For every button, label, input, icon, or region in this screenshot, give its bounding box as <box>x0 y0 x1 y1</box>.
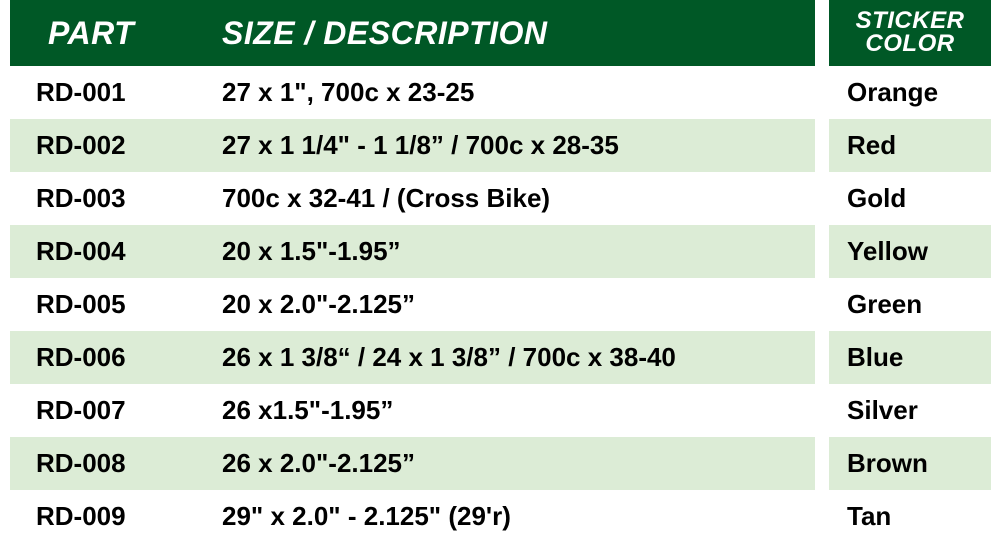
cell-sticker: Red <box>829 119 991 172</box>
row-gap-right <box>815 490 829 543</box>
cell-part: RD-003 <box>10 172 210 225</box>
header-sticker: STICKER COLOR <box>829 0 991 66</box>
row-gap-right <box>815 225 829 278</box>
table-header: PART SIZE / DESCRIPTION STICKER COLOR <box>0 0 991 66</box>
row-gap-left <box>0 384 10 437</box>
header-part: PART <box>10 0 210 66</box>
table-body: RD-00127 x 1", 700c x 23-25OrangeRD-0022… <box>0 66 991 543</box>
cell-sticker: Gold <box>829 172 991 225</box>
cell-size: 26 x 1 3/8“ / 24 x 1 3/8” / 700c x 38-40 <box>210 331 815 384</box>
row-gap-left <box>0 119 10 172</box>
cell-sticker: Orange <box>829 66 991 119</box>
cell-part: RD-002 <box>10 119 210 172</box>
cell-sticker: Green <box>829 278 991 331</box>
cell-size: 26 x 2.0"-2.125” <box>210 437 815 490</box>
row-gap-right <box>815 66 829 119</box>
cell-size: 700c x 32-41 / (Cross Bike) <box>210 172 815 225</box>
cell-sticker: Tan <box>829 490 991 543</box>
row-gap-left <box>0 331 10 384</box>
cell-sticker: Silver <box>829 384 991 437</box>
table-row: RD-00726 x1.5"-1.95” Silver <box>0 384 991 437</box>
row-gap-right <box>815 119 829 172</box>
cell-size: 29" x 2.0" - 2.125" (29'r) <box>210 490 815 543</box>
cell-size: 26 x1.5"-1.95” <box>210 384 815 437</box>
row-gap-left <box>0 66 10 119</box>
cell-sticker: Brown <box>829 437 991 490</box>
cell-part: RD-008 <box>10 437 210 490</box>
table-row: RD-003700c x 32-41 / (Cross Bike) Gold <box>0 172 991 225</box>
cell-size: 27 x 1 1/4" - 1 1/8” / 700c x 28-35 <box>210 119 815 172</box>
header-row: PART SIZE / DESCRIPTION STICKER COLOR <box>0 0 991 66</box>
row-gap-left <box>0 490 10 543</box>
table-row: RD-00227 x 1 1/4" - 1 1/8” / 700c x 28-3… <box>0 119 991 172</box>
cell-part: RD-009 <box>10 490 210 543</box>
parts-table: PART SIZE / DESCRIPTION STICKER COLOR RD… <box>0 0 991 543</box>
cell-part: RD-005 <box>10 278 210 331</box>
row-gap-right <box>815 384 829 437</box>
cell-part: RD-001 <box>10 66 210 119</box>
cell-part: RD-006 <box>10 331 210 384</box>
cell-size: 27 x 1", 700c x 23-25 <box>210 66 815 119</box>
header-gap-left <box>0 0 10 66</box>
row-gap-left <box>0 172 10 225</box>
table-row: RD-00826 x 2.0"-2.125” Brown <box>0 437 991 490</box>
table-container: PART SIZE / DESCRIPTION STICKER COLOR RD… <box>0 0 991 543</box>
row-gap-right <box>815 278 829 331</box>
row-gap-left <box>0 437 10 490</box>
table-row: RD-00520 x 2.0"-2.125” Green <box>0 278 991 331</box>
cell-size: 20 x 1.5"-1.95” <box>210 225 815 278</box>
header-sticker-line2: COLOR <box>865 30 954 57</box>
row-gap-right <box>815 172 829 225</box>
cell-part: RD-004 <box>10 225 210 278</box>
table-row: RD-00420 x 1.5"-1.95” Yellow <box>0 225 991 278</box>
cell-sticker: Yellow <box>829 225 991 278</box>
row-gap-right <box>815 437 829 490</box>
row-gap-left <box>0 225 10 278</box>
cell-sticker: Blue <box>829 331 991 384</box>
row-gap-left <box>0 278 10 331</box>
table-row: RD-00127 x 1", 700c x 23-25 Orange <box>0 66 991 119</box>
cell-part: RD-007 <box>10 384 210 437</box>
table-row: RD-00626 x 1 3/8“ / 24 x 1 3/8” / 700c x… <box>0 331 991 384</box>
header-size: SIZE / DESCRIPTION <box>210 0 815 66</box>
table-row: RD-00929" x 2.0" - 2.125" (29'r) Tan <box>0 490 991 543</box>
header-gap-right <box>815 0 829 66</box>
cell-size: 20 x 2.0"-2.125” <box>210 278 815 331</box>
row-gap-right <box>815 331 829 384</box>
